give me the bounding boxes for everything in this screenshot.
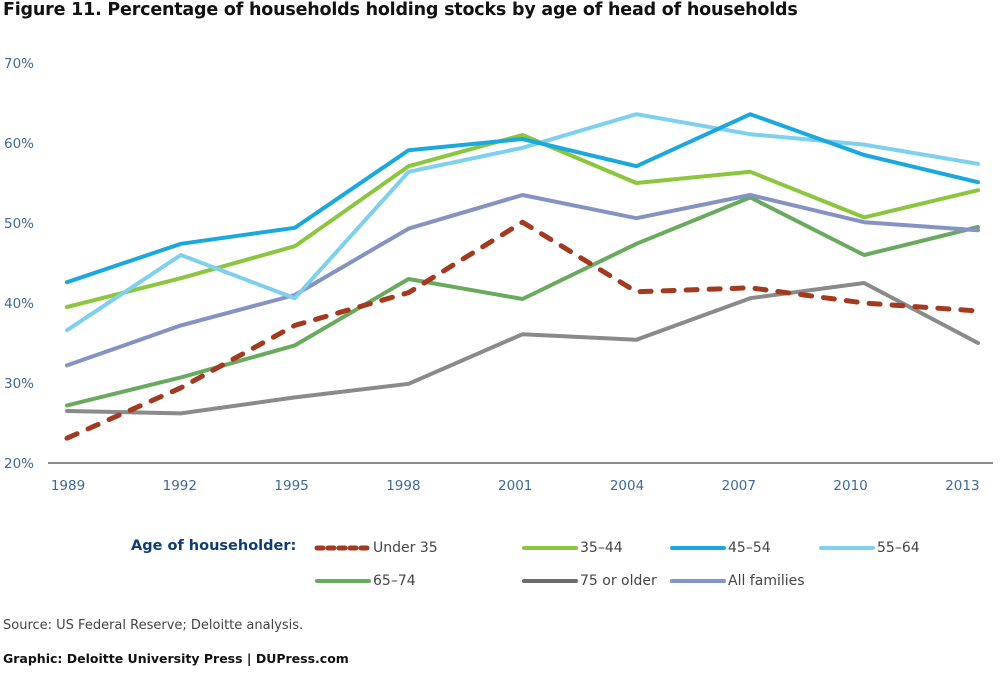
y-tick-label: 40%: [4, 296, 34, 312]
legend-item: 55–64: [817, 537, 920, 559]
chart-title: Figure 11. Percentage of households hold…: [3, 0, 798, 20]
legend-label: 55–64: [877, 540, 920, 556]
x-tick-label: 2010: [833, 478, 867, 494]
line-chart: 20% 30% 40% 50% 60% 70% 1989 1992 1995 1998 2001 2…: [4, 56, 993, 494]
x-tick-label: 1995: [274, 478, 308, 494]
legend-item: 65–74: [313, 570, 416, 592]
legend-label: 45–54: [728, 540, 771, 556]
x-tick-label: 2013: [945, 478, 979, 494]
x-tick-label: 2007: [722, 478, 756, 494]
series-line-75-or-older: [65, 281, 980, 416]
x-tick-label: 2004: [610, 478, 644, 494]
series-line-45-54: [65, 112, 980, 285]
legend-swatch: [670, 579, 726, 583]
legend-item: 45–54: [668, 537, 771, 559]
credit-note: Graphic: Deloitte University Press | DUP…: [3, 651, 349, 666]
legend-swatch: [522, 579, 578, 583]
legend-swatch: [522, 546, 578, 550]
legend-label: 35–44: [580, 540, 623, 556]
series-line-under-35: [64, 219, 981, 441]
y-tick-label: 70%: [4, 56, 34, 72]
legend-label: All families: [728, 573, 805, 589]
x-tick-label: 1998: [386, 478, 420, 494]
legend-label: 65–74: [373, 573, 416, 589]
y-tick-label: 50%: [4, 216, 34, 232]
x-tick-label: 1992: [163, 478, 197, 494]
y-tick-label: 20%: [4, 456, 34, 472]
y-axis-ticks: 20% 30% 40% 50% 60% 70%: [4, 56, 34, 472]
legend-title: Age of householder:: [131, 538, 297, 554]
series-group: [64, 112, 981, 441]
x-tick-label: 1989: [51, 478, 85, 494]
x-tick-label: 2001: [498, 478, 532, 494]
legend-swatch: [670, 546, 726, 550]
legend-label: 75 or older: [580, 573, 657, 589]
legend-label: Under 35: [373, 540, 438, 556]
source-note: Source: US Federal Reserve; Deloitte ana…: [3, 618, 304, 633]
legend-swatch: [315, 579, 371, 583]
y-tick-label: 30%: [4, 376, 34, 392]
legend-swatch: [314, 545, 371, 551]
legend-item: Under 35: [313, 537, 438, 559]
legend: Age of householder: Under 35 35–44 45–54 55…: [0, 530, 1000, 600]
legend-item: 75 or older: [520, 570, 657, 592]
series-line-all-families: [65, 193, 980, 368]
y-tick-label: 60%: [4, 136, 34, 152]
legend-item: All families: [668, 570, 805, 592]
x-axis-ticks: 1989 1992 1995 1998 2001 2004 2007 2010 2013: [51, 478, 980, 494]
legend-item: 35–44: [520, 537, 623, 559]
legend-swatch: [819, 546, 875, 550]
